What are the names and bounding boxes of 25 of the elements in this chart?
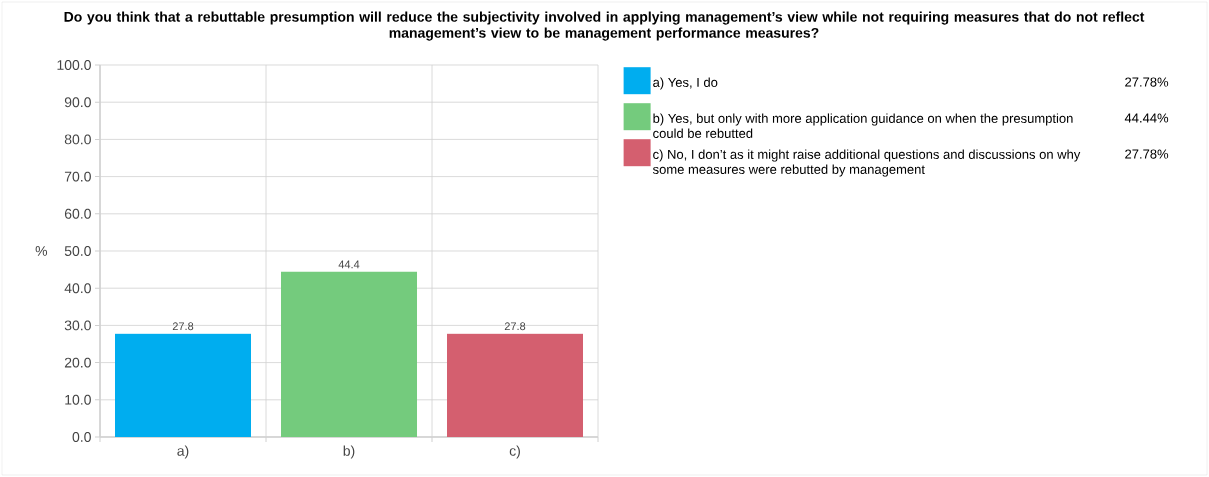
x-tick-label: a) <box>177 445 189 459</box>
y-tick-label: 30.0 <box>64 320 91 331</box>
y-tick-label: 100.0 <box>57 60 91 70</box>
x-tick-label: c) <box>509 445 520 459</box>
y-tick-label: 80.0 <box>64 134 91 145</box>
legend-label: b) Yes, but only with more application guidance on when the presumption could be rebutted <box>653 113 1073 138</box>
y-axis-title: % <box>35 246 48 256</box>
data-label: 44.4 <box>338 260 360 269</box>
y-tick-label: 60.0 <box>64 208 91 219</box>
chart-title: Do you think that a rebuttable presumption will reduce the subjectivity involved in applying management’s view while not requiring measures that do not reflect management’s view to be management performance measures? <box>64 11 1145 41</box>
text: 27.78% <box>1125 77 1169 87</box>
legend-label: a) Yes, I do <box>653 77 718 90</box>
y-tick-label: 20.0 <box>64 357 91 368</box>
y-tick-label: 90.0 <box>64 97 91 108</box>
y-tick-label: 40.0 <box>64 283 91 294</box>
data-label: 27.8 <box>504 322 526 331</box>
legend-label: c) No, I don’t as it might raise additional questions and discussions on why some measures were rebutted by management <box>652 149 1081 177</box>
y-tick-label: 50.0 <box>64 246 91 256</box>
y-tick-label: 10.0 <box>65 394 91 405</box>
x-tick-label: b) <box>343 445 355 459</box>
y-tick-label: 0.0 <box>72 432 91 442</box>
y-tick-label: 70.0 <box>64 171 91 182</box>
text: 44.44% <box>1124 113 1169 123</box>
text: 27.78% <box>1125 149 1169 159</box>
data-label: 27.8 <box>172 322 194 331</box>
